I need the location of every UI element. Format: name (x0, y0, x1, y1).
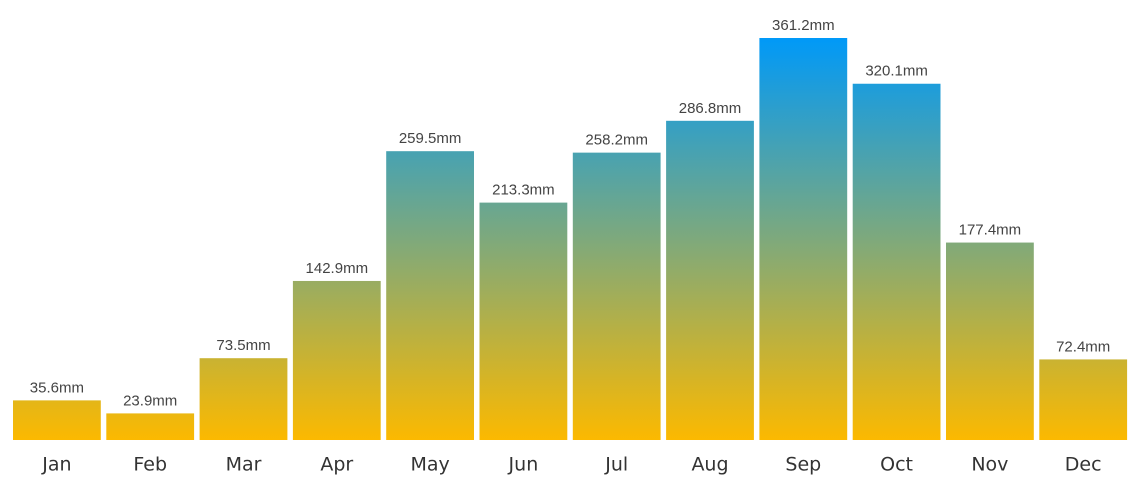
bar (666, 120, 754, 440)
value-label: 177.4mm (959, 222, 1022, 239)
x-tick-label: Jan (41, 454, 71, 476)
bar (292, 280, 381, 440)
x-tick-label: Mar (226, 454, 262, 476)
bar (759, 38, 848, 440)
value-label: 73.5mm (216, 337, 270, 354)
value-label: 259.5mm (399, 130, 462, 147)
bar (946, 242, 1034, 440)
value-label: 213.3mm (492, 182, 555, 199)
bar (852, 83, 941, 440)
value-label: 35.6mm (30, 379, 84, 396)
value-label: 361.2mm (772, 17, 835, 34)
bar (479, 202, 568, 440)
value-label: 72.4mm (1056, 338, 1110, 355)
bar (106, 413, 195, 440)
bar (1039, 359, 1128, 440)
x-tick-label: Sep (785, 454, 821, 476)
value-label: 258.2mm (585, 132, 648, 149)
bar (572, 152, 661, 440)
x-tick-label: Feb (133, 454, 167, 476)
value-label: 23.9mm (123, 392, 177, 409)
x-tick-label: Jul (604, 454, 628, 476)
bar (13, 400, 101, 440)
bar (386, 151, 474, 440)
value-label: 286.8mm (679, 100, 742, 117)
x-tick-label: Dec (1065, 454, 1102, 476)
x-tick-label: Oct (880, 454, 913, 476)
x-tick-label: Nov (971, 454, 1008, 476)
bar (199, 358, 288, 440)
x-tick-label: Jun (508, 454, 539, 476)
value-label: 142.9mm (306, 260, 369, 277)
x-tick-label: May (410, 454, 449, 476)
value-label: 320.1mm (865, 63, 928, 80)
x-tick-label: Aug (691, 454, 728, 476)
x-tick-label: Apr (320, 454, 353, 476)
